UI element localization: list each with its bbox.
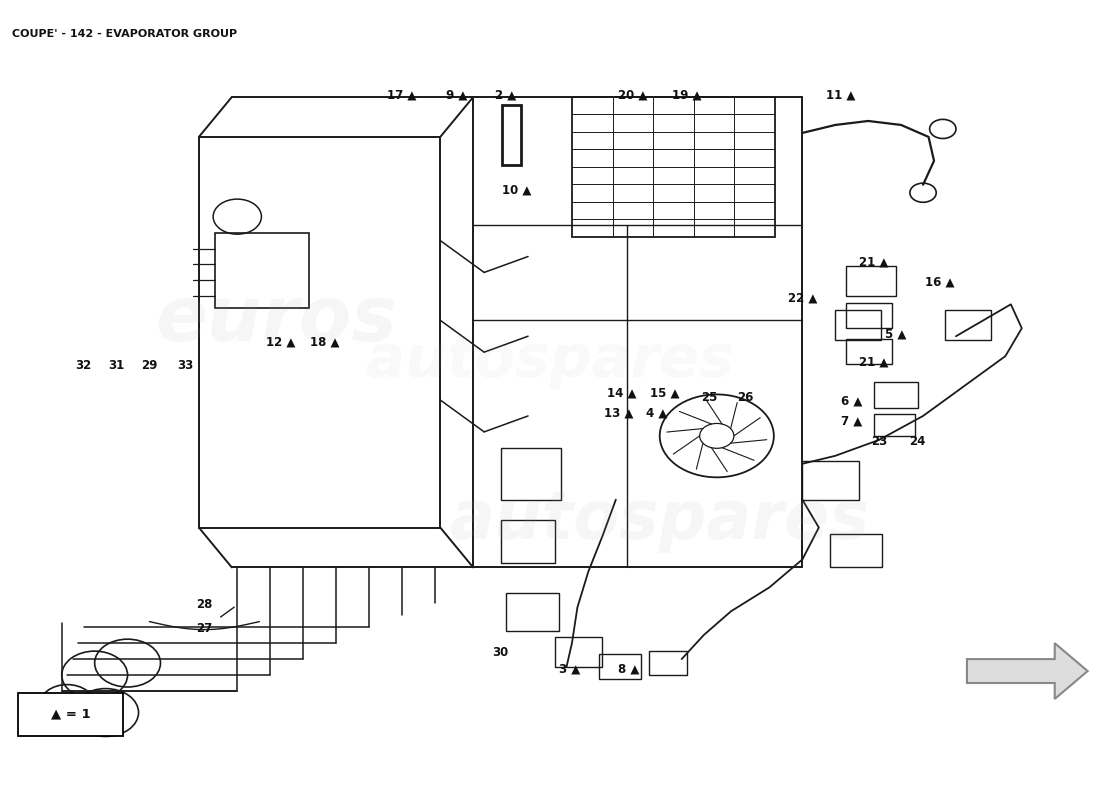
Text: 12 ▲: 12 ▲ [266, 335, 296, 348]
Text: 19 ▲: 19 ▲ [672, 88, 702, 101]
Text: 5 ▲: 5 ▲ [884, 327, 906, 340]
Text: 33: 33 [177, 359, 194, 372]
Text: 6 ▲: 6 ▲ [842, 395, 862, 408]
Text: 25: 25 [701, 391, 717, 404]
Polygon shape [967, 643, 1088, 699]
Bar [502, 105, 521, 165]
Text: 26: 26 [737, 391, 754, 404]
Bar [846, 266, 895, 296]
Text: ▲ = 1: ▲ = 1 [51, 708, 90, 721]
Text: 13 ▲: 13 ▲ [604, 407, 634, 420]
Text: 31: 31 [109, 359, 124, 372]
Text: 4 ▲: 4 ▲ [646, 407, 667, 420]
Text: 10 ▲: 10 ▲ [503, 184, 531, 197]
Text: 18 ▲: 18 ▲ [310, 335, 340, 348]
Text: 20 ▲: 20 ▲ [617, 88, 647, 101]
Text: 8 ▲: 8 ▲ [618, 662, 640, 675]
Bar [873, 414, 915, 436]
Bar [506, 593, 559, 631]
Text: 21 ▲: 21 ▲ [859, 355, 889, 368]
Bar [945, 310, 991, 340]
Text: 27: 27 [196, 622, 212, 635]
Text: 7 ▲: 7 ▲ [842, 415, 862, 428]
Text: 11 ▲: 11 ▲ [826, 88, 856, 101]
Text: 24: 24 [910, 435, 926, 448]
Bar [829, 534, 882, 567]
Bar [500, 448, 561, 500]
Text: 32: 32 [76, 359, 91, 372]
Text: 21 ▲: 21 ▲ [859, 255, 889, 269]
Text: euros: euros [155, 283, 397, 358]
Text: 28: 28 [196, 598, 212, 611]
Text: 23: 23 [871, 435, 888, 448]
Text: 29: 29 [141, 359, 157, 372]
Bar [835, 310, 881, 340]
Text: 30: 30 [493, 646, 508, 659]
Text: 22 ▲: 22 ▲ [788, 291, 817, 304]
Bar [802, 462, 859, 500]
Bar [216, 233, 309, 308]
Text: autospares: autospares [450, 486, 870, 553]
FancyBboxPatch shape [18, 693, 123, 736]
Text: 17 ▲: 17 ▲ [387, 88, 417, 101]
Text: 15 ▲: 15 ▲ [650, 387, 680, 400]
Bar [556, 637, 602, 667]
Text: autospares: autospares [366, 332, 734, 389]
Text: COUPE' - 142 - EVAPORATOR GROUP: COUPE' - 142 - EVAPORATOR GROUP [12, 30, 238, 39]
Bar [846, 338, 892, 364]
Text: 9 ▲: 9 ▲ [446, 88, 468, 101]
Text: 14 ▲: 14 ▲ [606, 387, 636, 400]
Bar [500, 519, 556, 563]
Bar [572, 97, 774, 237]
Text: 3 ▲: 3 ▲ [559, 662, 581, 675]
Text: 16 ▲: 16 ▲ [925, 275, 955, 288]
Text: 2 ▲: 2 ▲ [495, 88, 517, 101]
Bar [600, 654, 641, 679]
Bar [873, 382, 917, 408]
Bar [846, 302, 892, 328]
Bar [649, 651, 688, 675]
